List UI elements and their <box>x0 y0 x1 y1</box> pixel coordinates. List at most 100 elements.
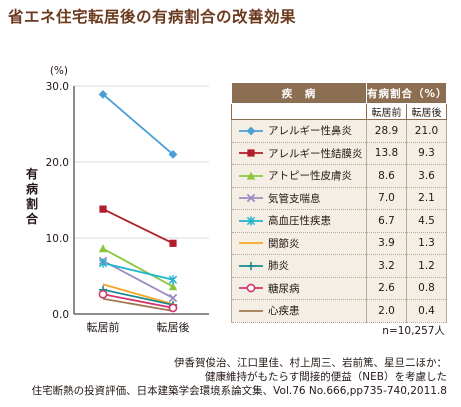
y-tick-label: 20.0 <box>46 157 69 169</box>
series-line <box>102 283 174 305</box>
value-after: 0.8 <box>406 277 447 300</box>
series-line <box>102 247 174 288</box>
series-line <box>102 297 174 312</box>
table-subhead-after: 転居後 <box>406 103 447 120</box>
legend-label-cell: アレルギー性鼻炎 <box>231 119 367 143</box>
legend-swatch <box>239 149 263 157</box>
legend-row: 高血圧性疾患 6.7 4.5 <box>231 209 447 233</box>
data-point <box>168 150 178 159</box>
legend-swatch <box>239 171 263 180</box>
legend-swatch <box>239 216 263 226</box>
series-line <box>102 293 174 309</box>
legend-label-cell: 気管支喘息 <box>231 187 367 210</box>
x-tick-label: 転居前 <box>87 320 120 334</box>
y-axis-label-char: 有 <box>26 166 38 181</box>
value-before: 2.0 <box>366 299 407 323</box>
legend-row: 肺炎 3.2 1.2 <box>231 254 447 278</box>
data-point <box>168 282 178 291</box>
legend-label: 高血圧性疾患 <box>268 215 331 228</box>
legend-label: 心疾患 <box>268 305 300 318</box>
legend-label-cell: アトピー性皮膚炎 <box>231 164 367 188</box>
value-before: 2.6 <box>366 277 407 300</box>
series-line <box>102 288 174 306</box>
series-line <box>102 260 174 299</box>
page-title: 省エネ住宅転居後の有病割合の改善効果 <box>8 8 297 26</box>
y-unit-label: (%) <box>50 65 68 77</box>
data-point <box>246 194 256 203</box>
data-point <box>246 126 256 136</box>
data-point <box>169 239 177 247</box>
source-line-3: 住宅断熱の投資評価、日本建築学会環境系論文集、Vol.76 No.666,pp7… <box>31 385 447 397</box>
data-point <box>246 171 256 180</box>
legend-label-cell: 高血圧性疾患 <box>231 209 367 233</box>
y-tick-label: 0.0 <box>52 309 69 321</box>
y-axis-label-char: 合 <box>26 211 39 226</box>
legend-row: 糖尿病 2.6 0.8 <box>231 277 447 300</box>
legend-swatch <box>239 309 263 312</box>
table-subhead-before: 転居前 <box>366 103 407 120</box>
legend-label-cell: 関節炎 <box>231 232 367 255</box>
data-point <box>168 293 178 303</box>
legend-label: 肺炎 <box>268 260 289 273</box>
legend-label-cell: 心疾患 <box>231 299 367 323</box>
legend-row: 関節炎 3.9 1.3 <box>231 232 447 255</box>
y-axis-label: 有病割合 <box>26 166 39 226</box>
series-line <box>102 93 174 156</box>
legend-label: アレルギー性鼻炎 <box>268 125 352 138</box>
value-after: 3.6 <box>406 164 447 188</box>
chart-series-markers <box>98 89 178 313</box>
data-point-stroke <box>168 293 178 303</box>
legend-label: 関節炎 <box>268 237 300 250</box>
data-point <box>168 303 178 313</box>
value-after: 4.5 <box>406 209 447 233</box>
legend-row: 心疾患 2.0 0.4 <box>231 299 447 323</box>
legend-label-cell: 肺炎 <box>231 254 367 278</box>
source-line-2: 健康維持がもたらす間接的便益（NEB）を考慮した <box>205 371 447 383</box>
legend-row: アトピー性皮膚炎 8.6 3.6 <box>231 164 447 188</box>
legend-label-cell: アレルギー性結膜炎 <box>231 142 367 165</box>
y-tick-label: 10.0 <box>46 233 69 245</box>
legend-swatch <box>239 283 263 293</box>
value-before: 6.7 <box>366 209 407 233</box>
legend-body: アレルギー性鼻炎 28.9 21.0 アレルギー性結膜炎 13.8 9.3 アトピー性皮膚炎… <box>231 119 447 323</box>
y-tick-label: 30.0 <box>46 81 69 93</box>
sample-size-note: n=10,257人 <box>382 325 445 337</box>
value-after: 9.3 <box>406 142 447 165</box>
source-line-1: 伊香賀俊治、江口里佳、村上周三、岩前篤、星旦二ほか： <box>174 357 447 369</box>
series-line <box>102 208 174 245</box>
legend-swatch <box>239 126 263 136</box>
data-point <box>246 261 256 270</box>
value-before: 28.9 <box>366 119 407 143</box>
value-before: 3.2 <box>366 254 407 278</box>
data-point <box>246 283 256 293</box>
data-point <box>98 258 108 268</box>
legend-table: 疾 病 有病割合（%） 転居前 転居後 アレルギー性鼻炎 28.9 21.0 アレルギ… <box>231 82 447 323</box>
value-after: 1.2 <box>406 254 447 278</box>
y-axis-label-char: 病 <box>26 181 38 196</box>
data-point <box>168 275 178 285</box>
value-after: 1.3 <box>406 232 447 255</box>
y-axis-label-char: 割 <box>26 196 38 211</box>
value-after: 0.4 <box>406 299 447 323</box>
legend-row: アレルギー性鼻炎 28.9 21.0 <box>231 119 447 143</box>
data-point <box>247 149 255 157</box>
data-point <box>99 205 107 213</box>
legend-swatch <box>239 261 263 270</box>
legend-row: 気管支喘息 7.0 2.1 <box>231 187 447 210</box>
legend-swatch <box>239 242 263 245</box>
legend-label: アトピー性皮膚炎 <box>268 170 352 183</box>
value-before: 7.0 <box>366 187 407 210</box>
value-before: 13.8 <box>366 142 407 165</box>
data-point-stroke <box>246 194 256 203</box>
value-before: 3.9 <box>366 232 407 255</box>
legend-label: アレルギー性結膜炎 <box>268 147 363 160</box>
table-header-rate: 有病割合（%） <box>366 82 447 104</box>
legend-swatch <box>239 194 263 203</box>
value-after: 2.1 <box>406 187 447 210</box>
legend-label-cell: 糖尿病 <box>231 277 367 300</box>
data-point <box>98 289 108 299</box>
data-point <box>98 89 108 99</box>
legend-row: アレルギー性結膜炎 13.8 9.3 <box>231 142 447 165</box>
